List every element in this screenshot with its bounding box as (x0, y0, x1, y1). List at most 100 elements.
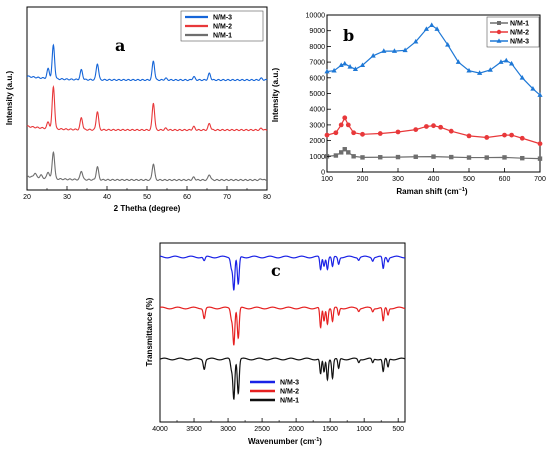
series-line-n-m-1 (27, 150, 268, 182)
data-point-n-m-1 (413, 154, 418, 159)
data-point-n-m-1 (360, 155, 365, 160)
data-point-n-m-1 (342, 147, 347, 152)
y-tick-label: 1000 (309, 154, 325, 161)
chart-panel-b: 100 200 300 400 500 600 700 0 1000 2000 3000 4000 5… (271, 13, 546, 197)
data-point-n-m-1 (333, 153, 339, 158)
y-tick-label: 8000 (309, 44, 325, 51)
data-point-n-m-1 (431, 154, 436, 159)
x-tick-label: 700 (534, 176, 546, 183)
legend-label: N/M-1 (510, 21, 529, 28)
data-point-n-m-1 (449, 154, 454, 160)
x-tick-label: 200 (357, 176, 369, 183)
x-tick-label: 50 (143, 194, 151, 201)
panel-c-label: c (271, 261, 281, 280)
y-tick-label: 3000 (309, 122, 325, 129)
data-point-n-m-2 (484, 135, 490, 140)
x-tick-label: 3000 (220, 426, 236, 433)
panel-b-x-axis-label-main: Raman shift (cm (396, 187, 458, 196)
panel-c-series (159, 255, 406, 400)
panel-b-legend: N/M-1 N/M-2 N/M-3 (486, 16, 540, 48)
panel-c-x-axis-label-main: Wavenumber (cm (248, 437, 314, 446)
data-point-n-m-1 (346, 150, 351, 155)
x-tick-label: 100 (321, 176, 333, 183)
data-point-n-m-3 (347, 64, 353, 69)
x-tick-label: 300 (392, 176, 404, 183)
data-point-n-m-1 (520, 155, 525, 161)
x-tick-label: 60 (183, 194, 191, 201)
y-tick-label: 5000 (309, 91, 325, 98)
data-point-n-m-3 (477, 70, 483, 75)
data-point-n-m-2 (360, 131, 365, 137)
panel-c-x-axis-label-sup: -1 (314, 437, 319, 443)
data-point-n-m-3 (338, 62, 344, 68)
x-tick-label: 3500 (186, 426, 202, 433)
data-point-n-m-3 (370, 53, 376, 58)
legend-label: N/M-3 (213, 15, 232, 22)
data-point-n-m-3 (537, 92, 543, 97)
x-tick-label: 4000 (152, 426, 168, 433)
y-tick-label: 4000 (309, 107, 325, 114)
x-tick-label: 400 (428, 176, 440, 183)
x-tick-label: 30 (63, 194, 71, 201)
data-point-n-m-2 (466, 133, 472, 139)
series-line-n-m-2 (26, 85, 268, 132)
panel-a-legend: N/M-3 N/M-2 N/M-1 (180, 10, 264, 42)
data-point-n-m-3 (324, 68, 330, 74)
panel-c-x-ticks: 4000 3500 3000 2500 2000 1500 1000 500 (152, 418, 404, 433)
chart-panel-a: 20 30 40 50 60 70 80 a 2 Thetha (degree) Inten… (5, 6, 271, 213)
data-point-n-m-3 (331, 67, 337, 73)
data-point-n-m-2 (519, 135, 525, 141)
data-point-n-m-2 (324, 132, 330, 138)
data-point-n-m-1 (537, 156, 543, 161)
legend-marker (496, 38, 502, 43)
panel-b-label: b (343, 26, 354, 45)
data-point-n-m-2 (537, 141, 543, 147)
data-point-n-m-1 (378, 155, 383, 160)
data-point-n-m-3 (503, 57, 509, 63)
series-line-n-m-3 (159, 255, 406, 291)
panel-c-legend: N/M-3 N/M-2 N/M-1 (250, 380, 299, 405)
y-tick-label: 2000 (309, 138, 325, 145)
data-point-n-m-2 (431, 123, 436, 129)
panel-c-y-axis-label: Transmittance (%) (145, 297, 154, 366)
panel-b-x-ticks: 100 200 300 400 500 600 700 (321, 168, 546, 183)
x-tick-label: 1500 (322, 426, 338, 433)
panel-a-series (26, 43, 268, 182)
series-line-n-m-1 (159, 357, 406, 400)
data-point-n-m-2 (424, 124, 429, 129)
panel-a-y-axis-label: Intensity (a.u.) (5, 71, 14, 126)
y-tick-label: 0 (321, 170, 325, 177)
data-point-n-m-1 (339, 150, 344, 155)
series-line-n-m-3 (26, 43, 268, 82)
data-point-n-m-3 (413, 38, 419, 44)
legend-label: N/M-1 (213, 33, 232, 40)
data-point-n-m-2 (377, 131, 383, 136)
data-point-n-m-3 (391, 48, 398, 53)
data-point-n-m-3 (519, 75, 525, 80)
data-point-n-m-1 (502, 155, 507, 160)
chart-panel-c: 4000 3500 3000 2500 2000 1500 1000 500 c Wavenu… (145, 242, 406, 446)
x-tick-label: 500 (463, 176, 475, 183)
panel-a-x-ticks: 20 30 40 50 60 70 80 (23, 186, 271, 201)
x-tick-label: 2500 (254, 426, 270, 433)
panel-a-x-axis-label: 2 Thetha (degree) (114, 204, 181, 213)
series-line-n-m-2 (326, 116, 541, 145)
data-point-n-m-3 (352, 66, 358, 71)
data-point-n-m-2 (509, 132, 514, 138)
data-point-n-m-3 (381, 48, 387, 53)
legend-marker (496, 29, 502, 35)
data-point-n-m-3 (429, 22, 435, 28)
data-point-n-m-3 (530, 85, 536, 91)
x-tick-label: 1000 (356, 426, 372, 433)
data-point-n-m-3 (466, 67, 472, 73)
panel-b-y-ticks: 0 1000 2000 3000 4000 5000 6000 7000 8000 9000 100… (306, 13, 331, 177)
legend-marker (497, 21, 501, 25)
data-point-n-m-1 (395, 154, 401, 160)
panel-c-x-axis-label: Wavenumber (cm-1) (248, 437, 322, 446)
legend-label: N/M-1 (280, 398, 299, 405)
legend-label: N/M-2 (213, 24, 232, 31)
y-tick-label: 9000 (309, 28, 325, 35)
data-point-n-m-3 (342, 60, 348, 66)
y-tick-label: 6000 (309, 75, 325, 82)
data-point-n-m-3 (455, 59, 461, 64)
